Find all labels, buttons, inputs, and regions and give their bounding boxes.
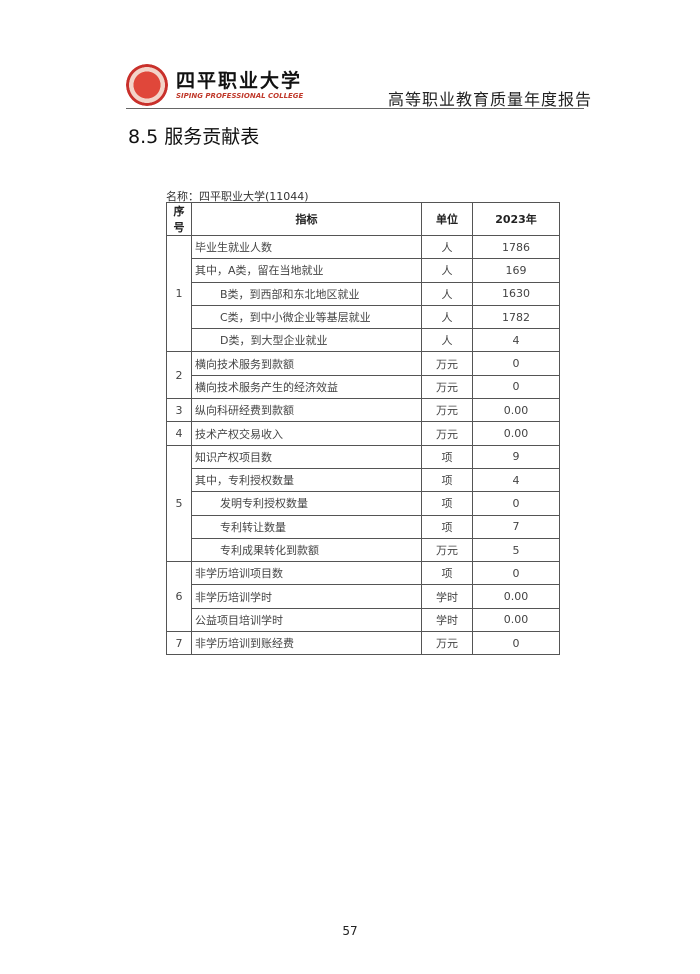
table-header-row: 序号 指标 单位 2023年 <box>166 202 560 236</box>
cell-indicator: 专利成果转化到款额 <box>191 537 422 563</box>
cell-unit: 学时 <box>421 584 473 609</box>
section-title: 8.5 服务贡献表 <box>128 126 260 148</box>
cell-indicator: 发明专利授权数量 <box>191 491 422 516</box>
table-row: 2 横向技术服务到款额 万元 0 <box>166 351 560 400</box>
table-row: B类，到西部和东北地区就业人 1630 <box>167 281 560 306</box>
cell-indicator: B类，到西部和东北地区就业 <box>191 281 422 306</box>
cell-value: 4 <box>472 328 560 353</box>
cell-unit: 万元 <box>421 537 473 563</box>
cell-seq: 1 <box>166 234 192 353</box>
logo-chinese-name: 四平职业大学 <box>176 70 303 92</box>
cell-indicator: 其中，A类，留在当地就业 <box>191 258 422 283</box>
cell-value: 1782 <box>472 304 560 330</box>
cell-indicator: C类，到中小微企业等基层就业 <box>191 304 422 330</box>
cell-value: 4 <box>472 467 560 493</box>
header-year: 2023年 <box>472 202 560 236</box>
cell-unit: 项 <box>421 467 473 493</box>
table-row: 5 知识产权项目数项 9 <box>166 444 560 563</box>
cell-indicator: 知识产权项目数 <box>191 444 422 469</box>
cell-unit: 项 <box>421 491 473 516</box>
cell-unit: 万元 <box>421 421 473 446</box>
cell-indicator: 其中，专利授权数量 <box>191 467 422 493</box>
cell-seq: 4 <box>166 421 192 446</box>
table-row: C类，到中小微企业等基层就业人 1782 <box>167 304 560 330</box>
cell-unit: 项 <box>421 561 473 586</box>
cell-value: 0 <box>472 561 560 586</box>
college-logo: 四平职业大学 SIPING PROFESSIONAL COLLEGE <box>126 64 316 108</box>
table-row: 横向技术服务产生的经济效益 万元 0 <box>167 374 560 400</box>
header-divider <box>126 108 584 109</box>
cell-unit: 万元 <box>421 631 473 656</box>
table-row: 7 非学历培训到账经费 万元 0 <box>166 631 560 656</box>
table-row: 4 技术产权交易收入 万元 0.00 <box>166 421 560 446</box>
cell-unit: 项 <box>421 514 473 539</box>
cell-value: 1630 <box>472 281 560 306</box>
cell-indicator: 专利转让数量 <box>191 514 422 539</box>
cell-unit: 万元 <box>421 351 473 376</box>
report-header-title: 高等职业教育质量年度报告 <box>387 90 592 109</box>
cell-unit: 人 <box>421 328 473 353</box>
cell-seq: 6 <box>166 561 192 633</box>
cell-unit: 人 <box>421 234 473 260</box>
cell-value: 0 <box>472 351 560 376</box>
cell-indicator: 技术产权交易收入 <box>191 421 422 446</box>
cell-indicator: 非学历培训项目数 <box>191 561 422 586</box>
table-row: 1 毕业生就业人数人 1786 <box>166 234 560 353</box>
cell-indicator: 毕业生就业人数 <box>191 234 422 260</box>
cell-value: 0.00 <box>472 584 560 609</box>
cell-value: 7 <box>472 514 560 539</box>
cell-unit: 人 <box>421 258 473 283</box>
table-row: 专利成果转化到款额 万元 5 <box>167 537 560 563</box>
cell-indicator: 公益项目培训学时 <box>191 607 422 633</box>
cell-seq: 3 <box>166 398 192 423</box>
cell-indicator: 非学历培训学时 <box>191 584 422 609</box>
table-row: 其中，A类，留在当地就业人 169 <box>167 258 560 283</box>
cell-value: 9 <box>472 444 560 469</box>
service-contribution-table: 序号 指标 单位 2023年 1 毕业生就业人数人 1786 其中，A类，留在当地就业… <box>166 202 560 656</box>
cell-unit: 万元 <box>421 398 473 423</box>
cell-indicator: D类，到大型企业就业 <box>191 328 422 353</box>
table-row: 发明专利授权数量项 0 <box>167 491 560 516</box>
cell-value: 0 <box>472 491 560 516</box>
table-row: 其中，专利授权数量项 4 <box>167 467 560 493</box>
cell-indicator: 纵向科研经费到款额 <box>191 398 422 423</box>
cell-seq: 2 <box>166 351 192 400</box>
cell-indicator: 横向技术服务到款额 <box>191 351 422 376</box>
cell-value: 0 <box>472 374 560 400</box>
cell-seq: 5 <box>166 444 192 563</box>
table-row: 公益项目培训学时 学时 0.00 <box>167 607 560 633</box>
cell-value: 0.00 <box>472 607 560 633</box>
cell-value: 5 <box>472 537 560 563</box>
header-unit: 单位 <box>421 202 473 236</box>
cell-unit: 学时 <box>421 607 473 633</box>
cell-value: 169 <box>472 258 560 283</box>
cell-value: 0.00 <box>472 421 560 446</box>
table-row: 3 纵向科研经费到款额 万元 0.00 <box>166 398 560 423</box>
cell-value: 0 <box>472 631 560 656</box>
table-row: 专利转让数量项 7 <box>167 514 560 539</box>
cell-indicator: 横向技术服务产生的经济效益 <box>191 374 422 400</box>
college-emblem-icon <box>126 64 168 106</box>
logo-english-name: SIPING PROFESSIONAL COLLEGE <box>176 92 304 100</box>
cell-seq: 7 <box>166 631 192 656</box>
table-row: 非学历培训学时 学时 0.00 <box>167 584 560 609</box>
header-seq: 序号 <box>166 202 192 236</box>
table-row: 6 非学历培训项目数项 0 <box>166 561 560 633</box>
page-number: 57 <box>342 924 358 938</box>
cell-indicator: 非学历培训到账经费 <box>191 631 422 656</box>
cell-unit: 万元 <box>421 374 473 400</box>
cell-unit: 人 <box>421 304 473 330</box>
table-caption: 名称：四平职业大学(11044) <box>166 190 309 203</box>
table-row: D类，到大型企业就业人 4 <box>167 328 560 353</box>
cell-unit: 人 <box>421 281 473 306</box>
cell-unit: 项 <box>421 444 473 469</box>
cell-value: 0.00 <box>472 398 560 423</box>
header-indicator: 指标 <box>191 202 422 236</box>
cell-value: 1786 <box>472 234 560 260</box>
